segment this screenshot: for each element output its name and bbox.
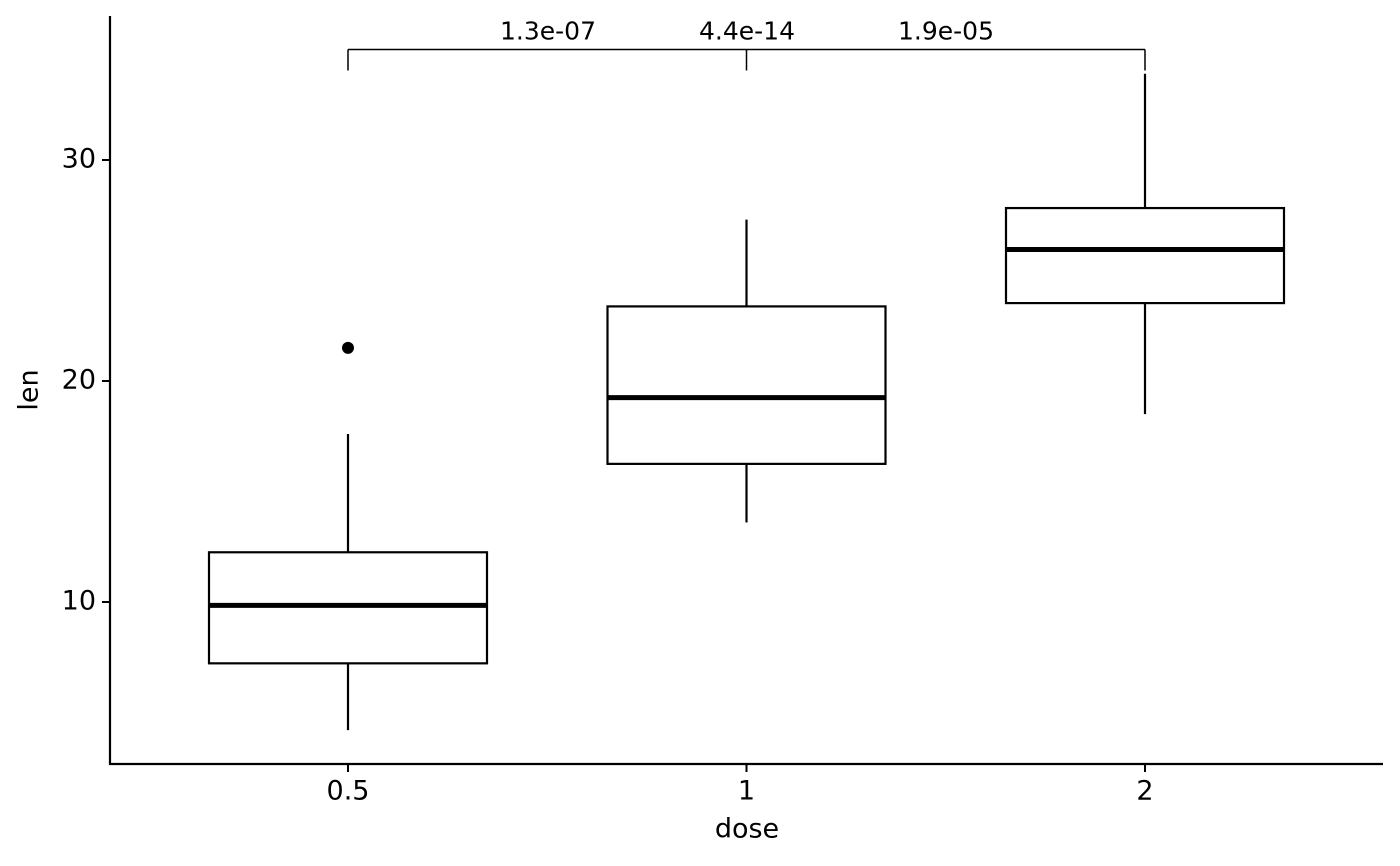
p-value-label: 1.3e-07 [500,16,596,45]
p-value-label: 1.9e-05 [898,16,994,45]
box [606,305,887,465]
box [1004,206,1286,305]
y-axis-title: len [14,369,45,410]
x-axis-title: dose [715,814,779,845]
x-tick-label: 2 [1136,776,1153,807]
y-tick-label: 20 [62,364,96,395]
outlier [342,341,354,354]
y-tick-label: 10 [62,586,96,617]
p-value-label: 4.4e-14 [699,16,795,45]
x-tick-label: 1 [738,776,755,807]
x-tick-label: 0.5 [327,776,370,807]
y-tick-label: 30 [62,143,96,174]
